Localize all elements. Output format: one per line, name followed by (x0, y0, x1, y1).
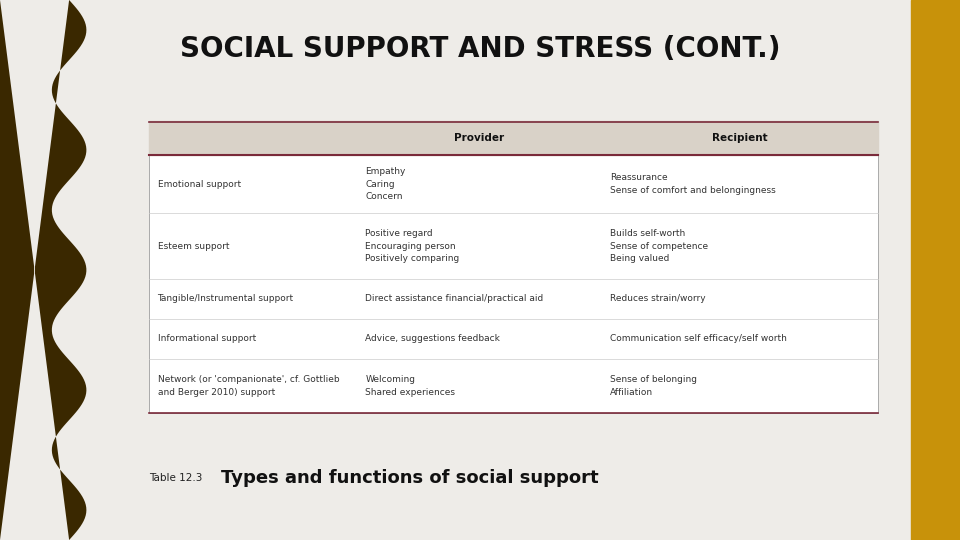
Text: Table 12.3: Table 12.3 (149, 473, 203, 483)
Text: Network (or 'companionate', cf. Gottlieb
and Berger 2010) support: Network (or 'companionate', cf. Gottlieb… (157, 375, 339, 397)
Text: Esteem support: Esteem support (157, 241, 229, 251)
Text: Direct assistance financial/practical aid: Direct assistance financial/practical ai… (366, 294, 543, 303)
Text: Advice, suggestions feedback: Advice, suggestions feedback (366, 334, 500, 343)
Text: Provider: Provider (454, 133, 504, 143)
Text: Empathy
Caring
Concern: Empathy Caring Concern (366, 167, 406, 201)
Text: Types and functions of social support: Types and functions of social support (221, 469, 598, 487)
Text: Sense of belonging
Affiliation: Sense of belonging Affiliation (610, 375, 697, 397)
Text: Welcoming
Shared experiences: Welcoming Shared experiences (366, 375, 455, 397)
Text: Builds self-worth
Sense of competence
Being valued: Builds self-worth Sense of competence Be… (610, 229, 708, 263)
Text: Informational support: Informational support (157, 334, 255, 343)
Text: Emotional support: Emotional support (157, 180, 241, 188)
Text: SOCIAL SUPPORT AND STRESS (CONT.): SOCIAL SUPPORT AND STRESS (CONT.) (180, 35, 780, 63)
Bar (149, 122, 878, 155)
Text: Recipient: Recipient (712, 133, 768, 143)
Text: Reduces strain/worry: Reduces strain/worry (610, 294, 706, 303)
Bar (149, 122, 878, 413)
Text: Reassurance
Sense of comfort and belongingness: Reassurance Sense of comfort and belongi… (610, 173, 776, 195)
Text: Positive regard
Encouraging person
Positively comparing: Positive regard Encouraging person Posit… (366, 229, 460, 263)
Text: Communication self efficacy/self worth: Communication self efficacy/self worth (610, 334, 787, 343)
Text: Tangible/Instrumental support: Tangible/Instrumental support (157, 294, 294, 303)
